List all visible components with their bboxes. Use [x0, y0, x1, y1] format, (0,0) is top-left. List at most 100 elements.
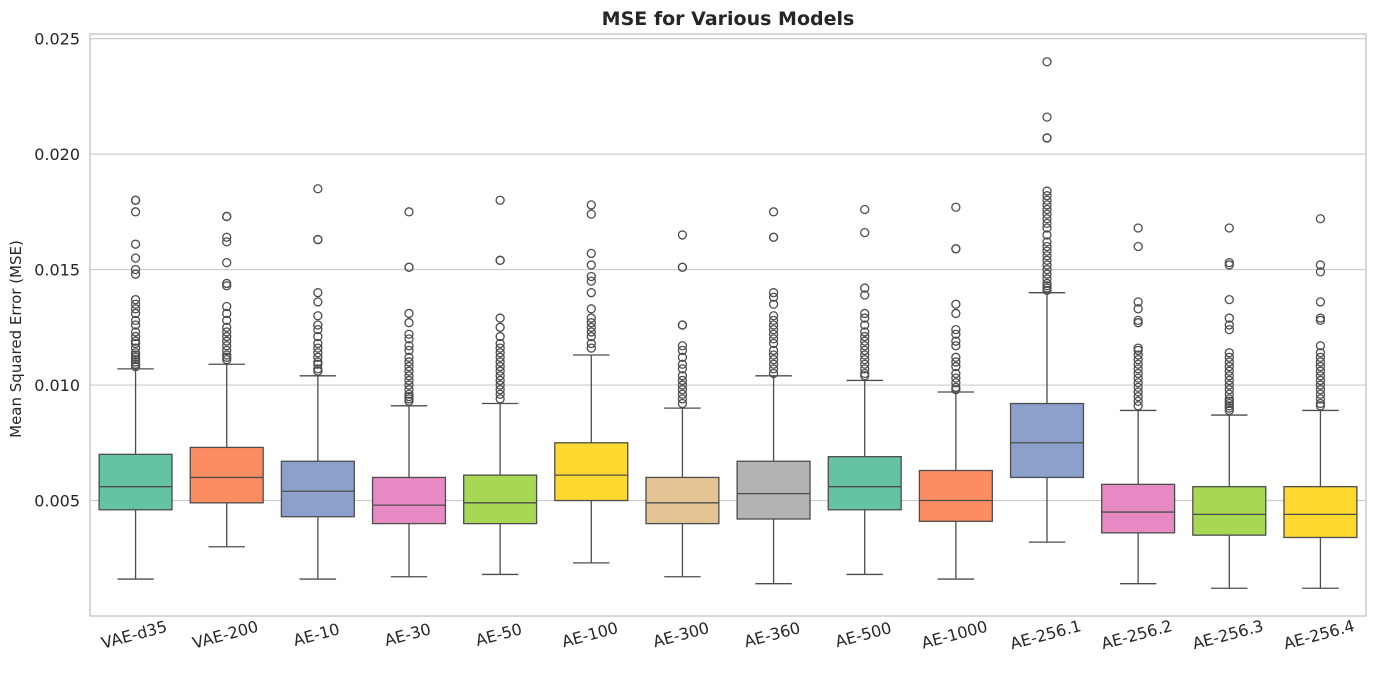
outlier-point: [768, 320, 779, 330]
outlier-point: [495, 255, 505, 265]
outlier-point: [860, 354, 870, 365]
outlier-point: [1042, 241, 1052, 252]
outlier-point: [1133, 401, 1143, 411]
outlier-point: [860, 283, 870, 293]
outlier-point: [586, 304, 596, 314]
outlier-point: [951, 341, 961, 351]
outlier-point: [951, 352, 961, 362]
outlier-point: [1133, 373, 1143, 383]
y-tick-label: 0.010: [34, 376, 80, 395]
outlier-point: [860, 227, 870, 238]
outlier-point: [677, 262, 688, 272]
box-plots: [98, 57, 1358, 589]
outlier-point: [130, 207, 141, 217]
outlier-point: [313, 311, 323, 321]
outlier-point: [860, 313, 870, 323]
outlier-point: [1315, 260, 1326, 270]
outlier-point: [404, 375, 414, 386]
y-tick-label: 0.005: [34, 492, 80, 511]
outlier-point: [1042, 209, 1052, 219]
outlier-point: [1315, 341, 1326, 351]
outlier-point: [404, 341, 414, 351]
outlier-point: [860, 350, 870, 360]
outlier-point: [1042, 112, 1052, 122]
outlier-point: [1042, 260, 1052, 270]
outlier-point: [222, 237, 232, 247]
outlier-point: [860, 327, 870, 337]
outlier-point: [313, 288, 323, 298]
outlier-point: [951, 373, 961, 383]
outlier-point: [1224, 394, 1234, 404]
outlier-point: [1042, 278, 1052, 289]
outlier-point: [768, 354, 779, 365]
outlier-point: [1224, 357, 1234, 367]
outlier-point: [586, 271, 596, 282]
outlier-point: [1224, 361, 1234, 372]
iqr-box: [371, 476, 447, 525]
outlier-point: [677, 359, 688, 369]
outlier-point: [1315, 375, 1326, 386]
outlier-point: [1133, 368, 1143, 379]
outlier-point: [860, 359, 870, 369]
outlier-point: [1224, 375, 1234, 386]
outlier-point: [1042, 218, 1052, 229]
outlier-point: [1133, 354, 1143, 365]
outlier-point: [677, 320, 688, 330]
iqr-box: [1101, 483, 1176, 534]
outlier-point: [495, 371, 505, 381]
outlier-point: [768, 350, 779, 360]
outlier-point: [130, 315, 141, 326]
outlier-point: [951, 202, 961, 212]
outlier-point: [586, 327, 596, 337]
outlier-point: [951, 299, 961, 309]
iqr-box: [554, 442, 629, 502]
outlier-point: [495, 195, 505, 205]
outlier-point: [404, 385, 414, 395]
outlier-point: [404, 334, 414, 344]
outlier-point: [951, 336, 961, 346]
outlier-point: [1224, 324, 1234, 335]
outlier-point: [130, 239, 141, 249]
outlier-point: [1315, 398, 1326, 409]
outlier-point: [222, 301, 232, 312]
outlier-point: [677, 352, 688, 362]
iqr-box: [918, 469, 993, 522]
outlier-point: [1133, 359, 1143, 369]
outlier-point: [768, 334, 779, 344]
outlier-point: [495, 331, 505, 342]
outlier-point: [586, 338, 596, 349]
outlier-point: [1133, 382, 1143, 393]
outlier-point: [860, 308, 870, 319]
outlier-point: [1133, 391, 1143, 402]
outlier-point: [404, 366, 414, 376]
outlier-point: [677, 394, 688, 404]
outlier-point: [677, 341, 688, 351]
box-group-AE-500: [827, 204, 902, 576]
iqr-box: [189, 446, 264, 504]
outlier-point: [860, 320, 870, 330]
outlier-point: [768, 359, 779, 369]
outlier-point: [1042, 204, 1052, 215]
outlier-point: [768, 368, 779, 379]
outlier-point: [860, 204, 870, 215]
outlier-point: [404, 352, 414, 362]
y-axis-label: Mean Squared Error (MSE): [7, 240, 25, 438]
outlier-point: [1224, 366, 1234, 376]
outlier-point: [586, 276, 596, 286]
outlier-point: [130, 294, 141, 305]
outlier-point: [495, 375, 505, 386]
outlier-point: [404, 371, 414, 381]
outlier-point: [677, 371, 688, 381]
outlier-point: [1315, 352, 1326, 362]
box-group-AE-300: [645, 230, 720, 578]
outlier-point: [860, 341, 870, 351]
outlier-point: [1224, 320, 1234, 330]
outlier-point: [1042, 223, 1052, 233]
outlier-point: [586, 331, 596, 342]
outlier-point: [495, 389, 505, 399]
outlier-point: [1042, 133, 1052, 143]
outlier-point: [313, 343, 323, 353]
outlier-point: [1042, 269, 1052, 279]
outlier-point: [495, 322, 505, 332]
outlier-point: [1315, 297, 1326, 307]
